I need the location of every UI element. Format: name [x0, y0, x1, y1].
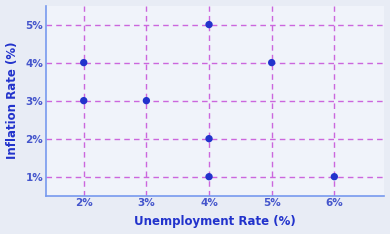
X-axis label: Unemployment Rate (%): Unemployment Rate (%)	[135, 216, 296, 228]
Point	[206, 175, 212, 179]
Y-axis label: Inflation Rate (%): Inflation Rate (%)	[5, 42, 19, 159]
Point	[206, 137, 212, 141]
Point	[206, 23, 212, 26]
Point	[143, 99, 149, 102]
Point	[331, 175, 337, 179]
Point	[269, 61, 275, 65]
Point	[81, 99, 87, 102]
Point	[81, 61, 87, 65]
